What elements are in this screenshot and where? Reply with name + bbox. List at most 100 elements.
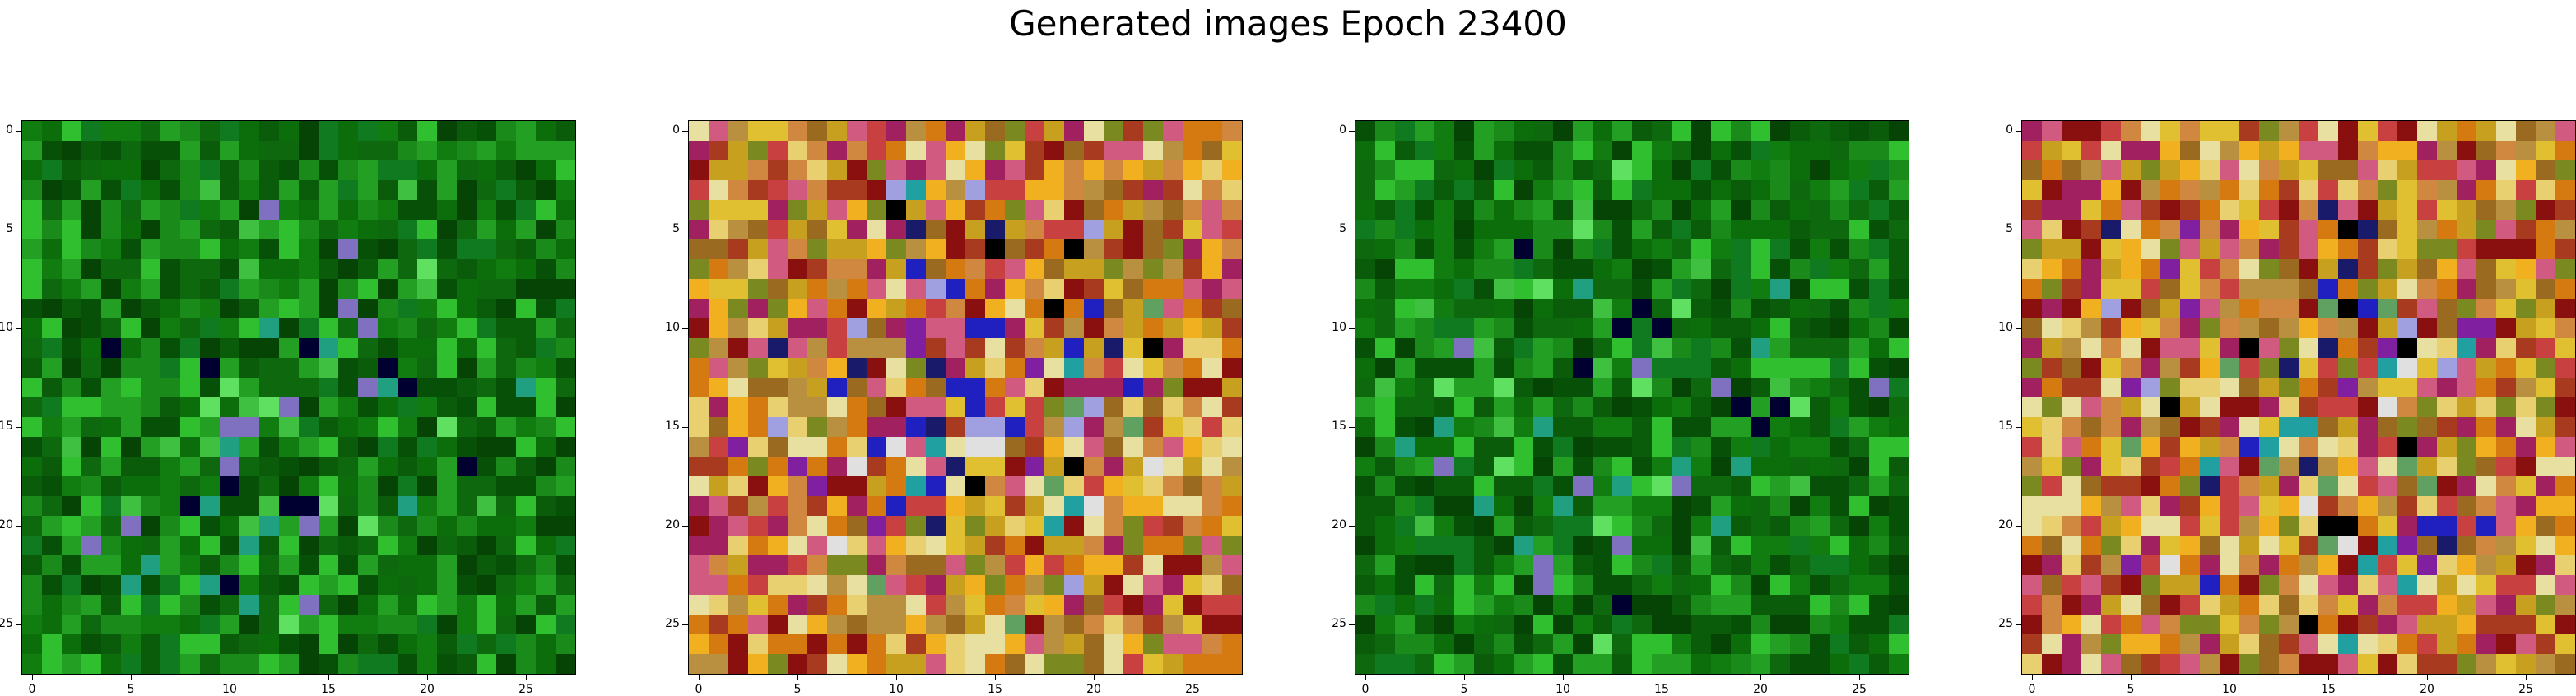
image-pixel <box>728 595 749 615</box>
image-pixel <box>1222 259 1242 280</box>
image-pixel <box>1553 457 1574 477</box>
image-pixel <box>121 279 142 299</box>
image-pixel <box>2101 654 2122 674</box>
image-pixel <box>2358 476 2378 497</box>
image-pixel <box>2180 358 2201 378</box>
image-pixel <box>728 654 749 674</box>
image-pixel <box>1849 220 1870 240</box>
image-pixel <box>141 575 161 596</box>
image-pixel <box>788 141 808 161</box>
image-pixel <box>689 516 709 536</box>
image-pixel <box>2121 358 2141 378</box>
image-pixel <box>2299 160 2319 181</box>
image-pixel <box>2180 536 2201 556</box>
image-pixel <box>1889 417 1909 438</box>
image-pixel <box>748 654 769 674</box>
image-pixel <box>1652 141 1672 161</box>
image-pixel <box>2318 575 2339 596</box>
image-pixel <box>2220 555 2240 576</box>
image-pixel <box>2516 338 2536 359</box>
image-pixel <box>1711 279 1732 299</box>
image-pixel <box>2180 200 2201 220</box>
image-pixel <box>1593 279 1613 299</box>
image-pixel <box>299 338 319 359</box>
image-pixel <box>1889 358 1909 378</box>
image-pixel <box>2200 575 2220 596</box>
image-pixel <box>2180 397 2201 418</box>
image-pixel <box>358 121 379 142</box>
image-pixel <box>1632 516 1653 536</box>
image-pixel <box>1770 180 1791 201</box>
image-pixel <box>709 180 729 201</box>
image-pixel <box>946 437 966 457</box>
image-pixel <box>2180 654 2201 674</box>
image-pixel <box>1123 397 1144 418</box>
image-pixel <box>2318 397 2339 418</box>
image-pixel <box>299 555 319 576</box>
image-pixel <box>2299 259 2319 280</box>
image-pixel <box>1064 634 1085 655</box>
image-pixel <box>2338 555 2359 576</box>
image-pixel <box>1474 654 1495 674</box>
image-pixel <box>1474 615 1495 635</box>
image-pixel <box>22 437 43 457</box>
image-pixel <box>496 457 517 477</box>
image-pixel <box>516 299 537 319</box>
image-pixel <box>1474 299 1495 319</box>
image-pixel <box>1770 299 1791 319</box>
image-pixel <box>1790 615 1811 635</box>
image-pixel <box>2101 220 2122 240</box>
image-pixel <box>2160 516 2181 536</box>
image-pixel <box>1810 378 1830 398</box>
image-pixel <box>1143 200 1164 220</box>
image-pixel <box>2180 141 2201 161</box>
image-pixel <box>2062 220 2082 240</box>
image-pixel <box>1731 358 1751 378</box>
image-pixel <box>946 378 966 398</box>
image-pixel <box>2200 141 2220 161</box>
image-pixel <box>1104 654 1124 674</box>
image-pixel <box>886 654 907 674</box>
image-pixel <box>516 200 537 220</box>
image-pixel <box>398 516 418 536</box>
image-pixel <box>1415 457 1435 477</box>
image-pixel <box>1415 160 1435 181</box>
image-pixel <box>398 239 418 260</box>
image-pixel <box>1672 338 1692 359</box>
image-pixel <box>1395 634 1416 655</box>
image-pixel <box>1222 615 1242 635</box>
image-pixel <box>748 358 769 378</box>
image-pixel <box>299 220 319 240</box>
image-pixel <box>2318 299 2339 319</box>
image-pixel <box>2496 318 2517 339</box>
image-pixel <box>1770 239 1791 260</box>
image-pixel <box>22 299 43 319</box>
image-pixel <box>378 536 398 556</box>
image-pixel <box>2338 259 2359 280</box>
image-pixel <box>1494 555 1514 576</box>
image-pixel <box>2299 536 2319 556</box>
image-pixel <box>1183 200 1203 220</box>
image-pixel <box>2457 141 2477 161</box>
image-pixel <box>2220 338 2240 359</box>
image-pixel <box>1222 141 1242 161</box>
image-pixel <box>1711 200 1732 220</box>
image-pixel <box>160 536 181 556</box>
image-pixel <box>2437 496 2457 517</box>
image-pixel <box>81 259 102 280</box>
image-pixel <box>101 160 122 181</box>
image-pixel <box>2555 279 2575 299</box>
image-pixel <box>788 457 808 477</box>
image-pixel <box>807 378 828 398</box>
image-pixel <box>1202 437 1223 457</box>
image-pixel <box>2180 595 2201 615</box>
image-pixel <box>807 220 828 240</box>
image-pixel <box>1612 654 1633 674</box>
image-pixel <box>1770 141 1791 161</box>
image-pixel <box>1830 575 1850 596</box>
image-pixel <box>1790 496 1811 517</box>
x-tick-mark <box>2426 675 2428 680</box>
y-tick-label: 10 <box>1998 321 2013 334</box>
y-tick-mark <box>2016 327 2021 329</box>
image-pixel <box>1711 318 1732 339</box>
